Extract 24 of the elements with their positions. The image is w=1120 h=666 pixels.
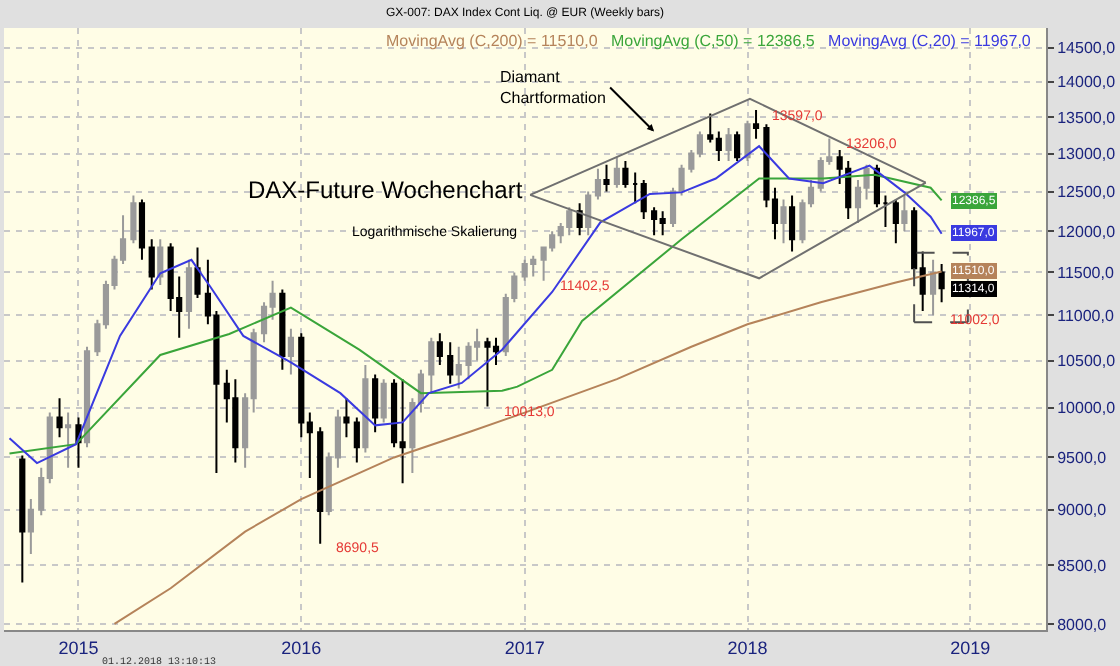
y-tick-label: 13500,0	[1057, 108, 1117, 127]
y-tick-label: 8000,0	[1057, 615, 1108, 634]
y-tick-label: 10500,0	[1057, 352, 1117, 371]
y-tick-label: 14000,0	[1057, 73, 1117, 92]
y-tick-label: 11500,0	[1057, 263, 1115, 282]
y-tick-label: 14500,0	[1057, 39, 1117, 58]
y-tick-label: 12000,0	[1057, 222, 1117, 241]
y-tick-label: 13000,0	[1057, 145, 1117, 164]
text: DAX-Future Wochenchart	[248, 176, 524, 204]
y-tick-label: 9500,0	[1057, 449, 1108, 468]
y-tick-label: 11000,0	[1057, 307, 1115, 326]
text: MovingAvg (C,20) = 11967,0	[828, 32, 1032, 50]
y-tick-label: 10000,0	[1057, 399, 1117, 418]
x-tick-label: 2018	[727, 637, 768, 658]
x-tick-label: 2017	[504, 637, 545, 658]
text: MovingAvg (C,200) = 11510,0	[386, 32, 599, 50]
x-tick-label: 2016	[281, 637, 322, 658]
text: MovingAvg (C,50) = 12386,5	[610, 32, 816, 50]
x-tick-label: 2019	[950, 637, 991, 658]
y-tick-label: 12500,0	[1057, 183, 1117, 202]
y-tick-label: 8500,0	[1057, 556, 1108, 575]
annotation: Diamant Chartformation	[500, 68, 606, 107]
x-tick-label: 2015	[58, 637, 99, 658]
y-tick-label: 9000,0	[1057, 501, 1108, 520]
